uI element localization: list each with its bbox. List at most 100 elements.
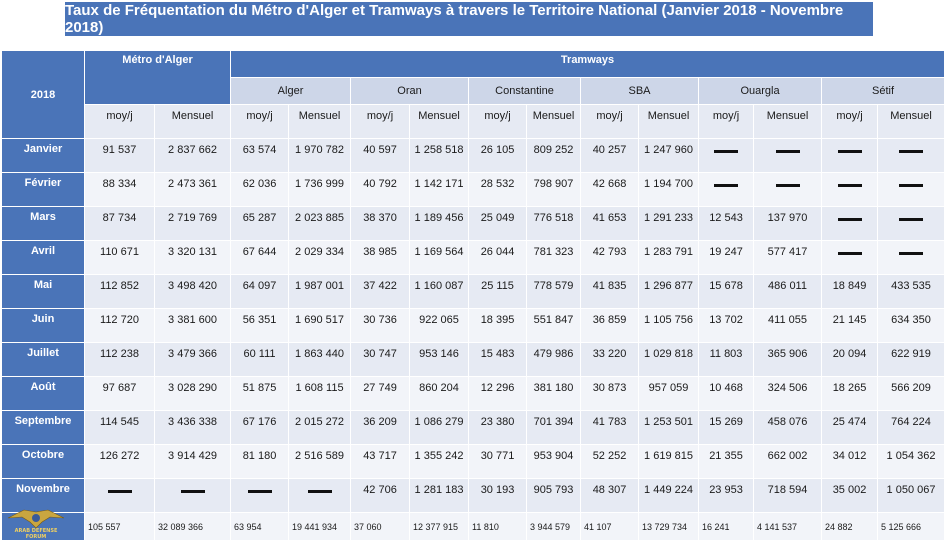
value-cell: 30 193 [468, 478, 528, 513]
cell-value: 38 370 [363, 212, 397, 224]
cell-value: 860 204 [419, 382, 459, 394]
cell-value: 718 594 [767, 484, 808, 496]
cell-value: 1 247 960 [644, 144, 693, 156]
cell-value: 2 015 272 [295, 416, 344, 428]
cell-value: 137 970 [767, 212, 808, 224]
title-text: Taux de Fréquentation du Métro d'Alger e… [65, 2, 844, 36]
value-cell: 67 176 [230, 410, 290, 445]
value-cell: 88 334 [84, 172, 155, 207]
value-cell: 381 180 [526, 376, 582, 411]
cell-value: 1 291 233 [644, 212, 693, 224]
column-subheader: Mensuel [526, 104, 582, 139]
value-cell: 56 351 [230, 308, 290, 343]
cell-value: 21 355 [709, 450, 743, 462]
value-cell: 2 719 769 [153, 206, 232, 241]
value-cell: 25 115 [468, 274, 528, 309]
no-data-dash [775, 183, 800, 187]
value-cell: 778 579 [526, 274, 582, 309]
value-cell: 3 436 338 [153, 410, 232, 445]
cell-value: 48 307 [592, 484, 627, 496]
column-subheader: moy/j [230, 104, 290, 139]
column-subheader: Mensuel [877, 104, 946, 139]
cell-value: 953 146 [419, 348, 459, 360]
value-cell: 48 307 [580, 478, 640, 513]
column-subheader: moy/j [84, 104, 155, 139]
total-value: 41 107 [584, 521, 612, 532]
table-row: Avril 110 671 3 320 131 67 644 2 029 334 38 9… [1, 240, 946, 275]
value-cell: 905 793 [526, 478, 582, 513]
cell-value: 18 395 [480, 314, 515, 326]
no-data-dash [837, 149, 862, 153]
value-cell: 12 296 [468, 376, 528, 411]
cell-value: 809 252 [533, 144, 574, 156]
total-value: 37 060 [354, 521, 382, 532]
city-label: Oran [397, 85, 422, 97]
city-header-constantine: Constantine [468, 77, 582, 105]
cell-value: 1 194 700 [644, 178, 693, 190]
column-subheader: moy/j [821, 104, 879, 139]
value-cell: 13 702 [698, 308, 755, 343]
city-label: Ouargla [740, 85, 780, 97]
cell-value: 3 028 290 [168, 382, 217, 394]
cell-value: 30 771 [480, 450, 515, 462]
month-label: Juillet [27, 347, 59, 359]
value-cell: 324 506 [753, 376, 823, 411]
cell-value: 1 281 183 [414, 484, 464, 496]
value-cell: 662 002 [753, 444, 823, 479]
total-cell: 37 060 [350, 512, 411, 541]
value-cell: 860 204 [409, 376, 470, 411]
no-data-dash [899, 149, 924, 153]
value-cell [821, 138, 879, 173]
total-cell: 4 141 537 [753, 512, 823, 541]
value-cell: 1 281 183 [409, 478, 470, 513]
cell-value: 35 002 [832, 484, 867, 496]
cell-value: 1 987 001 [295, 280, 344, 292]
value-cell: 634 350 [877, 308, 946, 343]
value-cell: 1 283 791 [638, 240, 700, 275]
year-label: 2018 [30, 88, 56, 101]
value-cell [153, 478, 232, 513]
value-cell: 137 970 [753, 206, 823, 241]
value-cell: 42 793 [580, 240, 640, 275]
total-value: 24 882 [825, 521, 853, 532]
value-cell [877, 206, 946, 241]
cell-value: 905 793 [533, 484, 574, 496]
cell-value: 56 351 [242, 314, 277, 326]
cell-value: 1 449 224 [644, 484, 693, 496]
value-cell: 411 055 [753, 308, 823, 343]
month-label: Janvier [23, 143, 63, 155]
cell-value: 778 579 [533, 280, 574, 292]
month-cell: Juin [1, 308, 85, 343]
value-cell [230, 478, 290, 513]
value-cell: 62 036 [230, 172, 290, 207]
cell-value: 1 608 115 [295, 382, 344, 394]
value-cell: 15 269 [698, 410, 755, 445]
subheader-label: Mensuel [532, 110, 575, 122]
month-label: Novembre [16, 483, 70, 495]
subheader-label: Mensuel [171, 110, 214, 122]
value-cell: 2 837 662 [153, 138, 232, 173]
value-cell: 12 543 [698, 206, 755, 241]
total-value: 5 125 666 [881, 521, 922, 532]
month-label: Mars [30, 211, 56, 223]
month-label: Février [24, 177, 62, 189]
cell-value: 2 023 885 [295, 212, 344, 224]
no-data-dash [714, 149, 739, 153]
cell-value: 433 535 [891, 280, 931, 292]
city-label: SBA [628, 85, 651, 97]
month-cell: Avril [1, 240, 85, 275]
cell-value: 30 736 [363, 314, 397, 326]
value-cell: 33 220 [580, 342, 640, 377]
city-header-oran: Oran [350, 77, 470, 105]
cell-value: 1 086 279 [414, 416, 464, 428]
cell-value: 479 986 [533, 348, 574, 360]
value-cell: 37 422 [350, 274, 411, 309]
value-cell: 953 146 [409, 342, 470, 377]
cell-value: 2 837 662 [168, 144, 217, 156]
value-cell: 776 518 [526, 206, 582, 241]
cell-value: 1 283 791 [644, 246, 693, 258]
value-cell: 36 859 [580, 308, 640, 343]
cell-value: 1 169 564 [414, 246, 464, 258]
cell-value: 662 002 [767, 450, 808, 462]
value-cell: 1 449 224 [638, 478, 700, 513]
